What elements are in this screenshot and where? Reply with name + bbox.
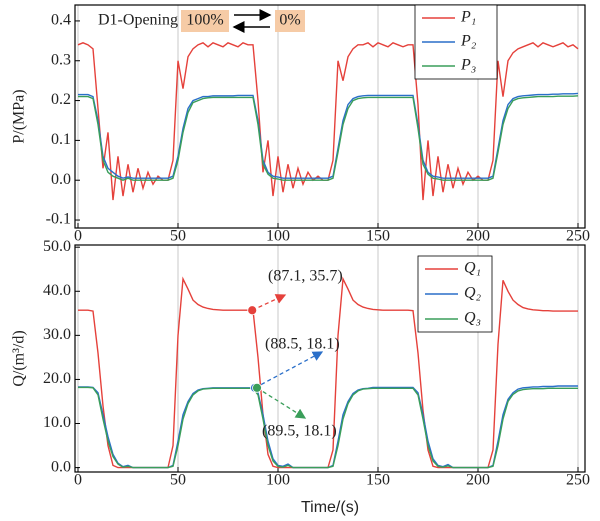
x-axis-label: Time/(s) — [301, 499, 359, 516]
x-tick-label: 0 — [74, 472, 82, 489]
y-tick-label: 0.2 — [51, 91, 71, 108]
annotation-point — [247, 305, 258, 316]
data-line — [78, 92, 579, 179]
annotation: 0% — [279, 12, 300, 29]
plot-frame — [74, 4, 586, 229]
y-tick-label: 0.3 — [51, 51, 71, 68]
x-tick-label: 250 — [566, 228, 590, 245]
legend-label: Q₂ — [464, 285, 482, 302]
y-axis-label: P/(MPa) — [11, 89, 28, 143]
annotation-label: (89.5, 18.1) — [262, 423, 337, 440]
legend-label: P₁ — [460, 9, 476, 26]
annotation-label: (87.1, 35.7) — [268, 268, 343, 285]
annotation-arrow — [256, 387, 307, 419]
annotation-point — [252, 382, 262, 393]
x-tick-label: 50 — [170, 228, 186, 245]
x-tick-label: 150 — [366, 228, 390, 245]
annotation-box — [275, 10, 305, 32]
legend-label: P₃ — [460, 57, 476, 74]
y-tick-label: 10.0 — [43, 414, 71, 431]
y-tick-label: 20.0 — [43, 370, 71, 387]
annotation-arrow — [251, 294, 287, 311]
x-tick-label: 250 — [566, 472, 590, 489]
annotation: D1-Opening — [98, 12, 178, 29]
annotation-box — [181, 10, 229, 32]
y-tick-label: -0.1 — [46, 211, 71, 228]
x-tick-label: 100 — [266, 228, 290, 245]
x-tick-label: 200 — [466, 228, 490, 245]
y-tick-label: 50.0 — [43, 238, 71, 255]
y-tick-label: 0.0 — [51, 171, 71, 188]
plot-frame — [74, 244, 586, 473]
data-line — [78, 386, 578, 469]
y-tick-label: 0.0 — [51, 458, 71, 475]
legend-label: Q₁ — [464, 260, 481, 277]
x-tick-label: 0 — [74, 228, 82, 245]
x-tick-label: 200 — [466, 472, 490, 489]
y-tick-label: 40.0 — [43, 282, 71, 299]
y-axis-label: Q/(m³/d) — [11, 330, 28, 386]
annotation: 100% — [186, 12, 223, 29]
data-line — [78, 95, 579, 181]
y-tick-label: 0.4 — [51, 12, 71, 29]
x-tick-label: 100 — [266, 472, 290, 489]
y-tick-label: 30.0 — [43, 326, 71, 343]
y-tick-label: 0.1 — [51, 131, 71, 148]
annotation-arrow — [254, 351, 324, 389]
legend-label: Q₃ — [464, 310, 481, 327]
x-tick-label: 50 — [170, 472, 186, 489]
legend-label: P₂ — [460, 33, 477, 50]
annotation-label: (88.5, 18.1) — [265, 336, 340, 353]
x-tick-label: 150 — [366, 472, 390, 489]
